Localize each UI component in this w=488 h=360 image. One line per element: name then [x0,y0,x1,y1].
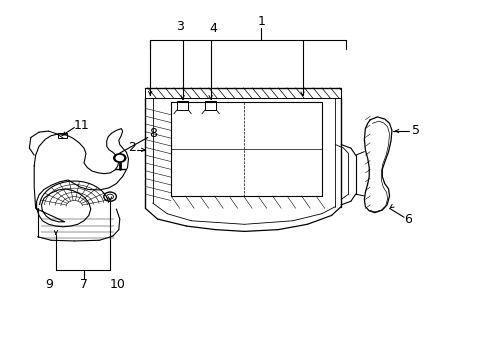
Text: 10: 10 [110,278,125,291]
Text: 8: 8 [148,127,156,140]
Text: 5: 5 [411,124,419,137]
Text: 4: 4 [209,22,217,35]
Circle shape [113,153,126,163]
Text: 7: 7 [80,278,88,291]
Text: 9: 9 [45,278,53,291]
Text: 2: 2 [128,141,136,154]
Text: 6: 6 [403,213,411,226]
Bar [204,101,216,110]
Text: 11: 11 [73,118,89,131]
Circle shape [115,155,124,161]
Bar [177,101,188,110]
Text: 3: 3 [176,20,184,33]
Bar [58,133,66,138]
Text: 1: 1 [257,15,265,28]
